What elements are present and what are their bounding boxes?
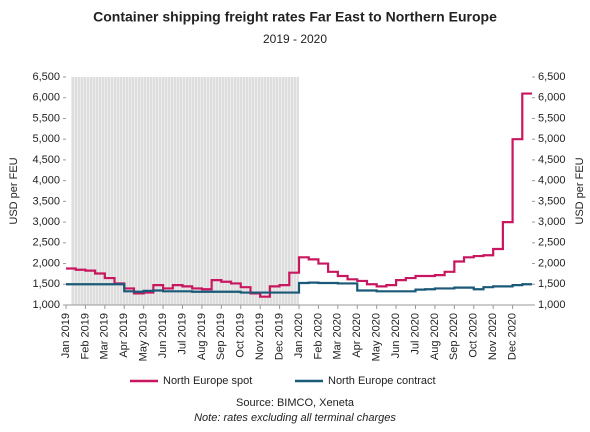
x-tick-label: Dec 2020 [506, 313, 518, 360]
y2-tick-label: 1,500 [538, 278, 566, 290]
shaded-period [71, 77, 299, 305]
x-tick-label: Sep 2019 [215, 313, 227, 360]
x-tick-label: Sep 2020 [448, 313, 460, 360]
x-tick-label: Feb 2020 [312, 313, 324, 359]
y-tick-label: 3,500 [32, 195, 60, 207]
x-tick-label: Aug 2020 [429, 313, 441, 360]
y-tick-label: 1,500 [32, 278, 60, 290]
y-tick-label: 5,500 [32, 112, 60, 124]
y-tick-label: 2,000 [32, 257, 60, 269]
y-axis-label: USD per FEU [8, 157, 20, 224]
legend-label: North Europe spot [163, 375, 252, 387]
x-tick-label: Oct 2019 [235, 313, 247, 358]
source: Source: BIMCO, Xeneta [236, 397, 355, 409]
legend-label: North Europe contract [328, 375, 436, 387]
x-tick-label: Nov 2020 [487, 313, 499, 360]
y2-tick-label: 2,500 [538, 237, 566, 249]
y-tick-label: 5,000 [32, 133, 60, 145]
y2-axis-label: USD per FEU [574, 157, 586, 224]
x-tick-label: May 2020 [371, 313, 383, 361]
y2-tick-label: 2,000 [538, 257, 566, 269]
y2-tick-label: 4,500 [538, 154, 566, 166]
series-line [66, 92, 532, 298]
y2-tick-label: 5,500 [538, 112, 566, 124]
note: Note: rates excluding all terminal charg… [194, 412, 396, 424]
y-tick-label: 6,500 [32, 71, 60, 83]
x-tick-label: Jul 2020 [409, 313, 421, 355]
x-tick-label: Dec 2019 [273, 313, 285, 360]
x-tick-label: Jun 2019 [157, 313, 169, 358]
x-tick-label: Jun 2020 [390, 313, 402, 358]
y2-tick-label: 3,500 [538, 195, 566, 207]
y-tick-label: 3,000 [32, 216, 60, 228]
chart-title: Container shipping freight rates Far Eas… [93, 9, 497, 25]
x-tick-label: Jan 2019 [60, 313, 72, 358]
x-tick-label: Oct 2020 [468, 313, 480, 358]
series-line [66, 281, 532, 294]
x-tick-label: Feb 2019 [79, 313, 91, 359]
y-tick-label: 2,500 [32, 237, 60, 249]
y-tick-label: 4,000 [32, 175, 60, 187]
x-tick-label: Nov 2019 [254, 313, 266, 360]
x-tick-label: Aug 2019 [196, 313, 208, 360]
x-tick-label: Jul 2019 [176, 313, 188, 355]
x-tick-label: May 2019 [138, 313, 150, 361]
x-tick-label: Apr 2019 [118, 313, 130, 358]
y-tick-label: 4,500 [32, 154, 60, 166]
y2-tick-label: 5,000 [538, 133, 566, 145]
x-tick-label: Mar 2020 [332, 313, 344, 359]
y2-tick-label: 3,000 [538, 216, 566, 228]
x-tick-label: Jan 2020 [293, 313, 305, 358]
x-tick-label: Apr 2020 [351, 313, 363, 358]
y-tick-label: 1,000 [32, 299, 60, 311]
chart-subtitle: 2019 - 2020 [263, 32, 327, 46]
y2-tick-label: 1,000 [538, 299, 566, 311]
y2-tick-label: 6,000 [538, 92, 566, 104]
y-tick-label: 6,000 [32, 92, 60, 104]
y2-tick-label: 4,000 [538, 175, 566, 187]
y2-tick-label: 6,500 [538, 71, 566, 83]
x-tick-label: Mar 2019 [99, 313, 111, 359]
